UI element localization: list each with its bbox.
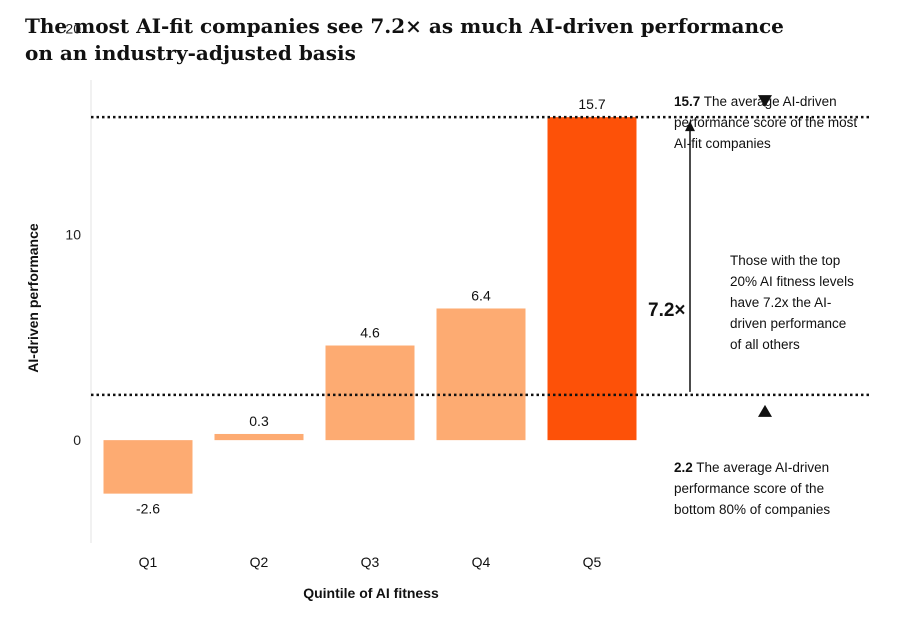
x-tick-label: Q1 [139, 554, 158, 570]
y-tick-label: 20 [65, 21, 81, 37]
bars-layer: -2.6 Q1 0.3 Q2 4.6 Q3 6.4 Q4 15.7 Q5 [103, 96, 637, 570]
y-axis-title: AI-driven performance [25, 223, 41, 373]
axis-layer: 0 10 20 [65, 21, 92, 543]
data-label: 0.3 [249, 413, 269, 429]
y-tick-label: 10 [65, 226, 81, 242]
data-label: 6.4 [471, 287, 491, 303]
bottom-line-value: 2.2 [674, 460, 693, 475]
x-axis-title: Quintile of AI fitness [303, 585, 439, 601]
x-tick-label: Q5 [583, 554, 602, 570]
chart-title: The most AI-fit companies see 7.2× as mu… [25, 14, 784, 65]
data-label: 4.6 [360, 325, 380, 341]
bar-q3 [325, 345, 415, 441]
multiple-label: 7.2× [648, 300, 686, 321]
bottom-line-annotation: 2.2 The average AI-driven performance sc… [674, 457, 864, 520]
bar-q5 [547, 117, 637, 441]
top-line-value: 15.7 [674, 94, 701, 109]
reference-lines-layer [91, 95, 870, 417]
data-label: -2.6 [136, 501, 160, 517]
bar-q4 [436, 308, 526, 441]
x-tick-label: Q2 [250, 554, 269, 570]
multiple-note: Those with the top 20% AI fitness levels… [730, 253, 854, 352]
x-tick-label: Q3 [361, 554, 380, 570]
x-tick-label: Q4 [472, 554, 491, 570]
data-label: 15.7 [578, 96, 605, 112]
down-triangle-icon [758, 95, 772, 108]
top-line-text: The average AI-driven performance score … [674, 94, 858, 151]
y-tick-label: 0 [73, 432, 81, 448]
bar-q2 [214, 433, 304, 441]
top-line-annotation: 15.7 The average AI-driven performance s… [674, 91, 864, 154]
bar-q1 [103, 440, 193, 494]
arrow-up-icon [685, 121, 695, 132]
up-triangle-icon [758, 404, 772, 417]
bottom-line-text: The average AI-driven performance score … [674, 460, 831, 517]
